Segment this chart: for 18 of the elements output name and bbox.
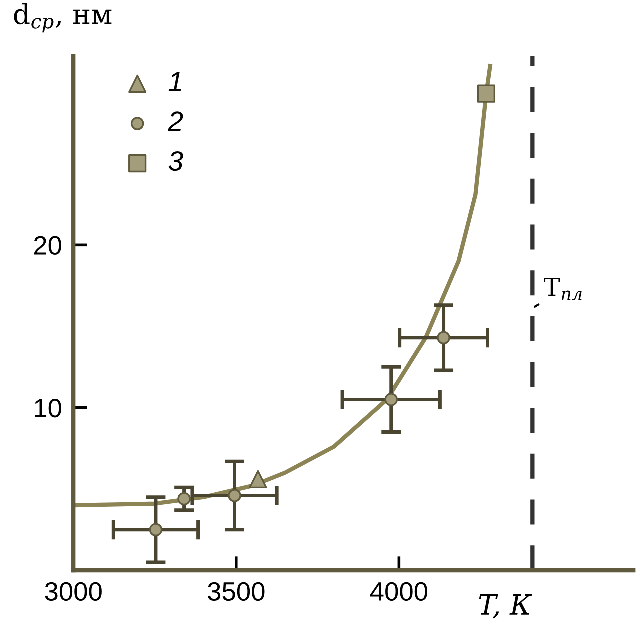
y-tick-label: 20 [34, 236, 62, 255]
point [228, 489, 242, 502]
point [149, 523, 163, 537]
x-tick-label: 3000 [45, 582, 102, 602]
ref-line-label: T$_{пл}$ [544, 278, 582, 300]
x-tick-label: 3500 [208, 582, 265, 602]
legend-label: 1 [168, 72, 182, 92]
y-axis-title: d$_{ср}$, нм [14, 3, 112, 33]
x-tick-label: 4000 [370, 582, 428, 602]
y-tick-label: 10 [35, 399, 62, 418]
point [384, 393, 398, 406]
point [477, 84, 496, 103]
point [437, 331, 450, 345]
legend-label: 2 [168, 112, 184, 132]
x-axis-title: T, К [479, 594, 532, 619]
legend-label: 3 [168, 151, 184, 172]
point [178, 492, 191, 506]
point [249, 470, 268, 489]
